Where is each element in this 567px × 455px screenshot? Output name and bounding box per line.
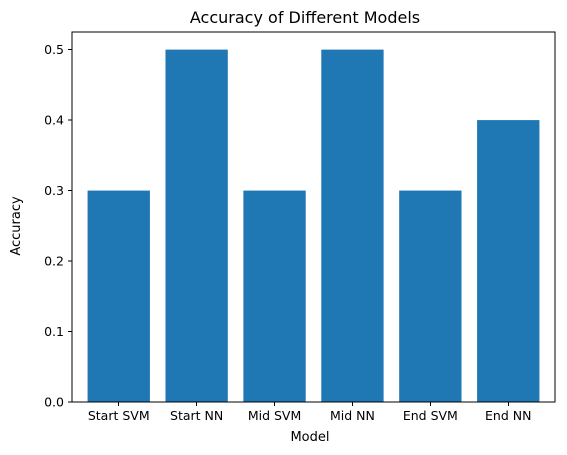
bars-group bbox=[87, 49, 540, 403]
y-tick-label: 0.3 bbox=[44, 183, 64, 198]
x-tick-label: Start NN bbox=[170, 408, 223, 423]
chart-title: Accuracy of Different Models bbox=[190, 8, 420, 27]
x-tick-label: Start SVM bbox=[88, 408, 150, 423]
bar-start-nn bbox=[165, 49, 228, 403]
y-axis-label: Accuracy bbox=[9, 196, 24, 256]
x-tick-label: End SVM bbox=[403, 408, 458, 423]
y-tick-label: 0.0 bbox=[44, 395, 64, 410]
y-tick-label: 0.4 bbox=[44, 113, 64, 128]
bar-mid-svm bbox=[243, 190, 306, 402]
bar-start-svm bbox=[87, 190, 150, 402]
bar-end-nn bbox=[477, 120, 540, 402]
bar-end-svm bbox=[399, 190, 462, 402]
x-axis-ticks: Start SVM Start NN Mid SVM Mid NN End SVM End… bbox=[88, 402, 531, 423]
x-axis-label: Model bbox=[290, 430, 329, 445]
x-tick-label: Mid NN bbox=[330, 408, 375, 423]
x-tick-label: Mid SVM bbox=[248, 408, 301, 423]
y-tick-label: 0.1 bbox=[44, 324, 64, 339]
bar-mid-nn bbox=[321, 49, 384, 403]
y-axis-ticks: 0.0 0.1 0.2 0.3 0.4 0.5 bbox=[44, 42, 72, 410]
plot-frame bbox=[71, 31, 556, 403]
y-tick-label: 0.2 bbox=[44, 254, 64, 269]
y-tick-label: 0.5 bbox=[44, 42, 64, 57]
x-tick-label: End NN bbox=[485, 408, 531, 423]
